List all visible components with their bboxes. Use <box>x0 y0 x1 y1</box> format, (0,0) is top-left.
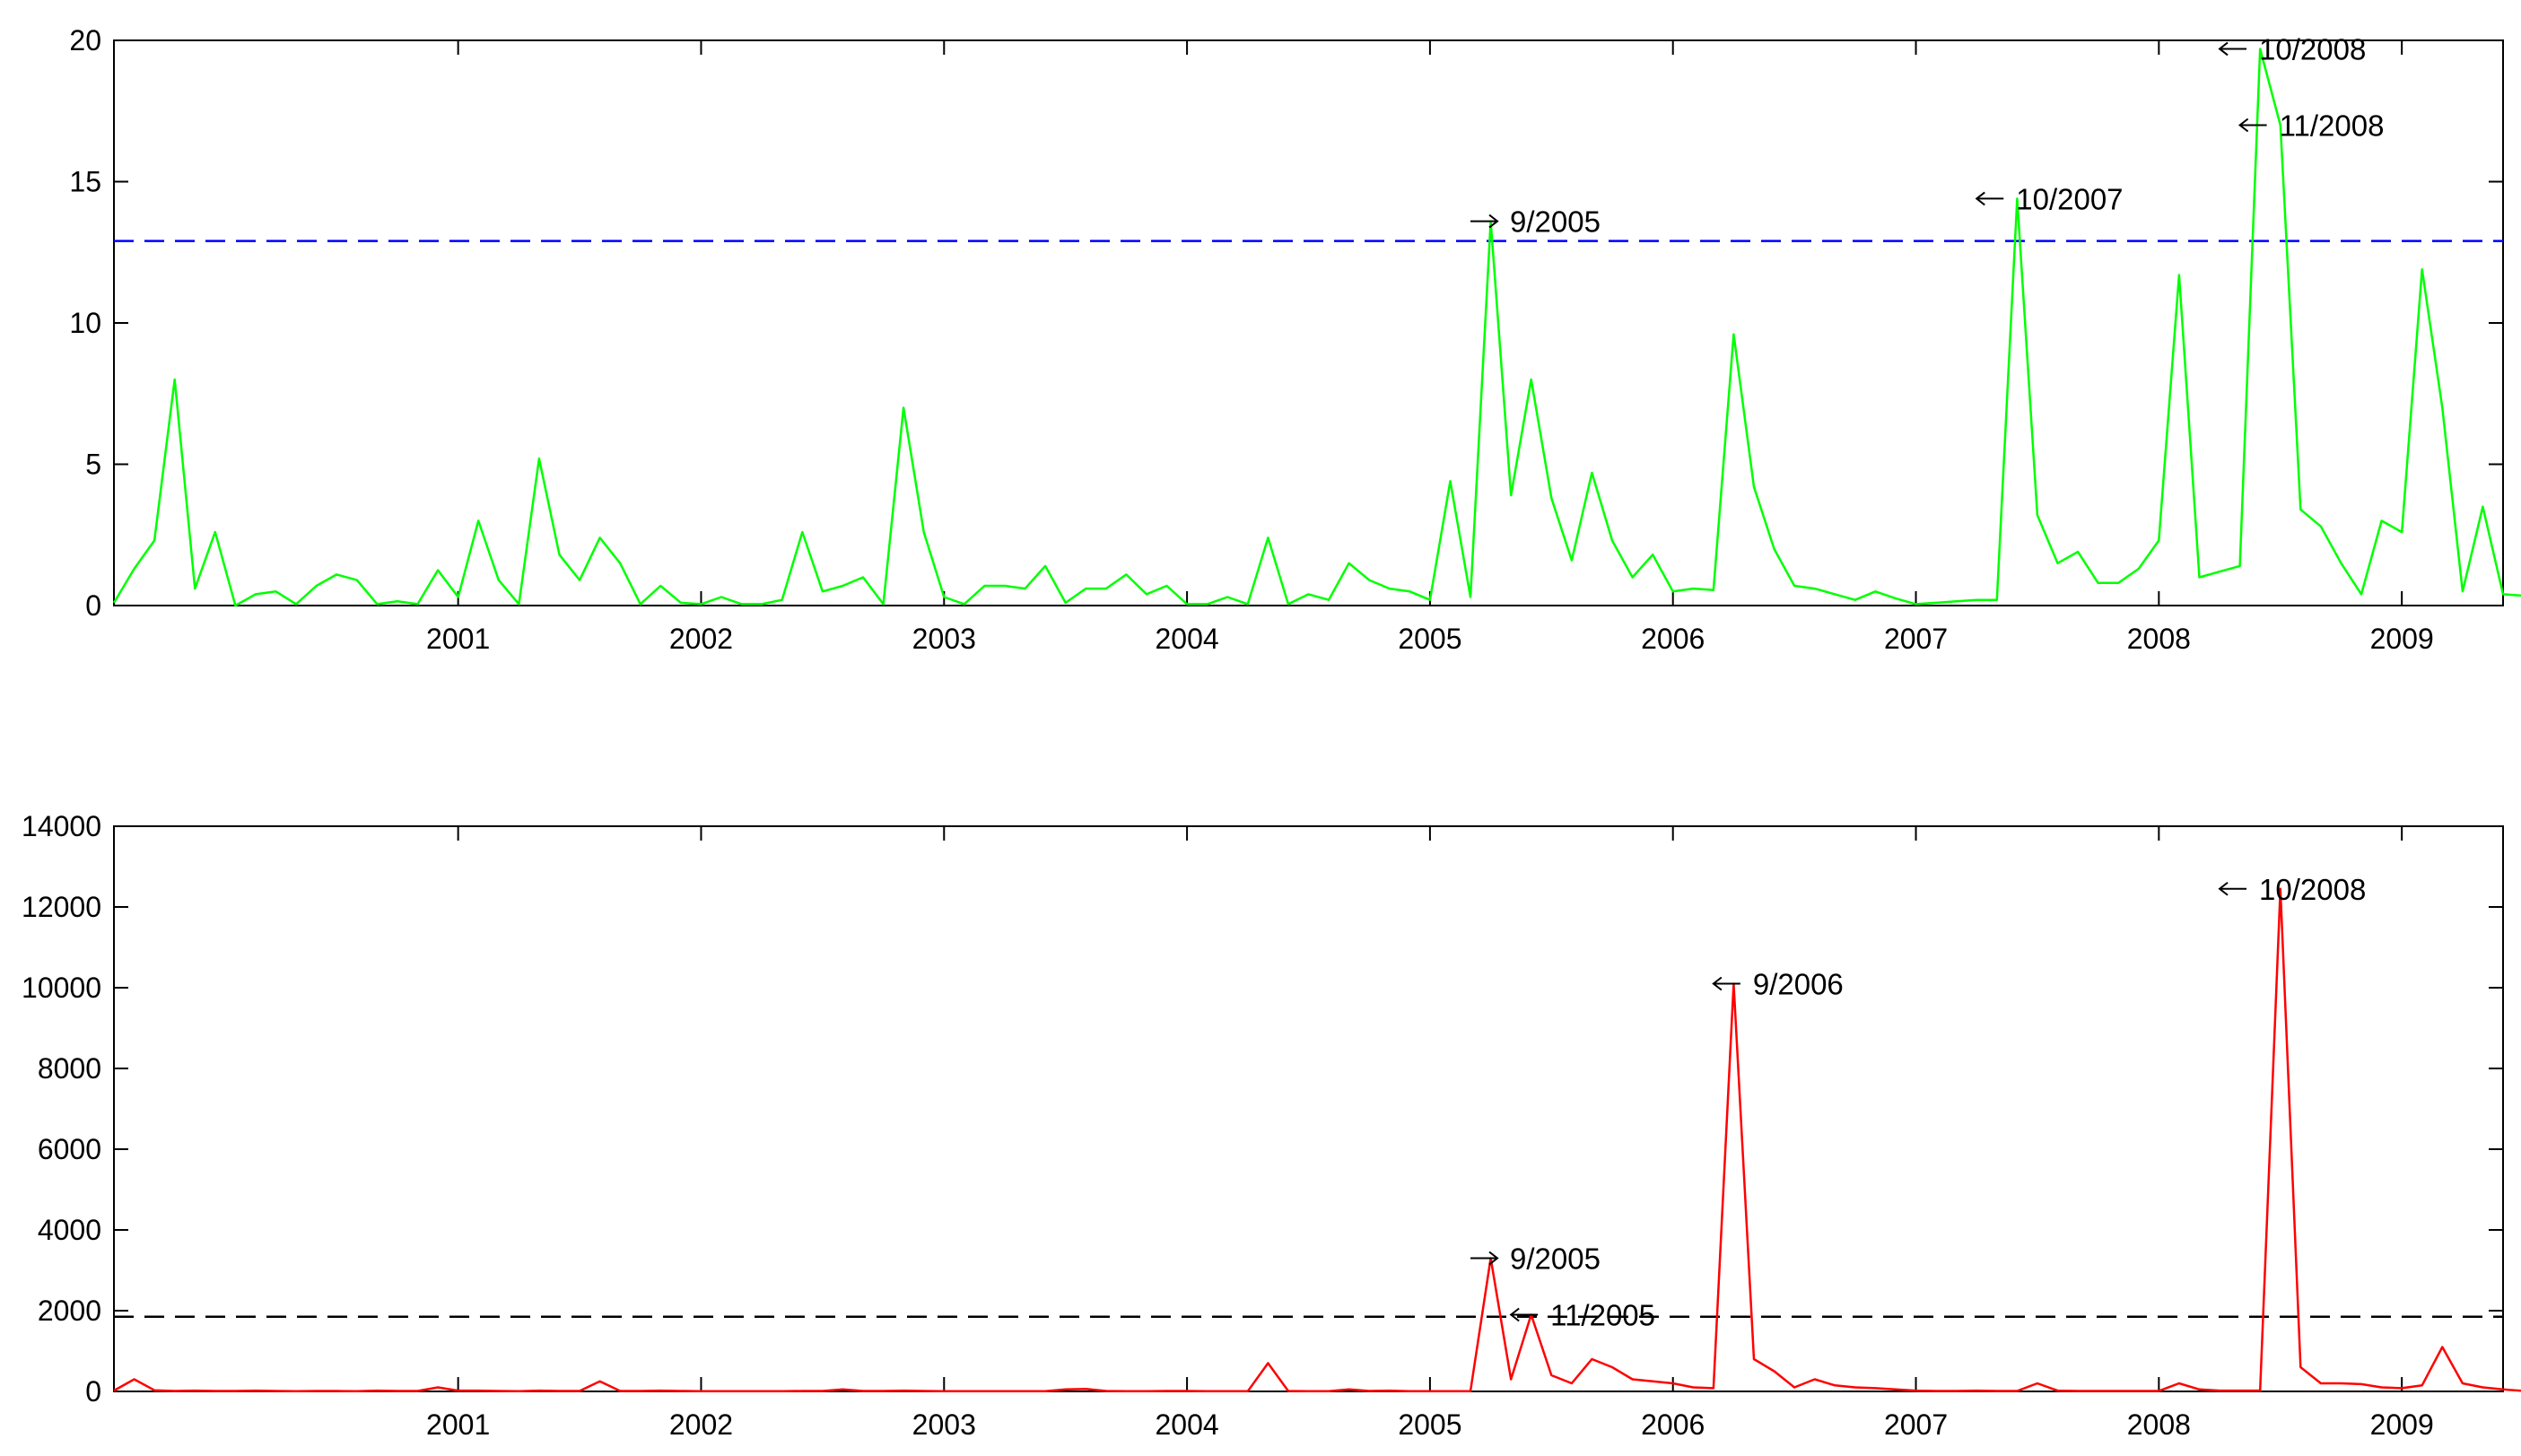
annotation-label: 9/2005 <box>1510 1242 1601 1276</box>
x-tick-label: 2004 <box>1155 1408 1218 1441</box>
annotation-arrowhead <box>1488 1251 1499 1266</box>
y-tick-label: 20 <box>69 24 101 57</box>
x-tick-label: 2002 <box>669 623 733 655</box>
y-tick-label: 6000 <box>38 1133 101 1165</box>
x-tick-label: 2005 <box>1398 623 1461 655</box>
x-tick-label: 2009 <box>2370 623 2434 655</box>
y-tick-label: 8000 <box>38 1052 101 1085</box>
x-tick-label: 2007 <box>1884 1408 1948 1441</box>
x-tick-label: 2002 <box>669 1408 733 1441</box>
annotation-arrowhead <box>2218 881 2229 896</box>
x-tick-label: 2006 <box>1641 1408 1705 1441</box>
annotation-label: 11/2008 <box>2280 109 2385 143</box>
x-tick-label: 2001 <box>426 623 490 655</box>
y-tick-label: 5 <box>85 449 101 481</box>
annotation-arrowhead <box>1712 976 1723 991</box>
y-tick-label: 2000 <box>38 1295 101 1327</box>
y-tick-label: 10000 <box>22 972 101 1004</box>
x-tick-label: 2008 <box>2127 623 2191 655</box>
axes-box <box>113 39 2504 606</box>
x-tick-label: 2004 <box>1155 623 1218 655</box>
annotation-arrowhead <box>1509 1307 1520 1322</box>
annotation-label: 9/2005 <box>1510 205 1601 239</box>
y-tick-label: 12000 <box>22 891 101 923</box>
annotation-label: 9/2006 <box>1753 968 1844 1001</box>
annotation-arrowhead <box>1488 214 1499 229</box>
annotation-arrowhead <box>2218 41 2229 57</box>
annotation-label: 10/2008 <box>2259 873 2366 906</box>
y-tick-label: 14000 <box>22 810 101 842</box>
x-tick-label: 2007 <box>1884 623 1948 655</box>
annotation-label: 11/2005 <box>1550 1299 1655 1332</box>
x-tick-label: 2009 <box>2370 1408 2434 1441</box>
x-tick-label: 2005 <box>1398 1408 1461 1441</box>
top-chart: 0 5 10 15 20 2001 2002 2003 2004 2005 2006 2007 2008… <box>69 24 2521 655</box>
axes-box <box>113 825 2504 1392</box>
y-tick-label: 0 <box>85 1375 101 1408</box>
x-tick-label: 2003 <box>912 1408 976 1441</box>
x-tick-label: 2008 <box>2127 1408 2191 1441</box>
x-tick-label: 2003 <box>912 623 976 655</box>
x-tick-label: 2001 <box>426 1408 490 1441</box>
annotation-label: 10/2007 <box>2016 182 2123 215</box>
annotation-arrowhead <box>2237 118 2249 133</box>
y-tick-label: 10 <box>69 307 101 339</box>
series-line <box>112 48 2521 607</box>
y-tick-label: 0 <box>85 589 101 622</box>
series-line <box>113 887 2521 1393</box>
annotation-arrowhead <box>1975 191 1985 206</box>
x-tick-label: 2006 <box>1641 623 1705 655</box>
y-tick-label: 15 <box>69 166 101 198</box>
y-tick-label: 4000 <box>38 1214 101 1246</box>
annotation-label: 10/2008 <box>2259 32 2366 65</box>
bottom-chart: 0 2000 4000 6000 8000 10000 12000 14000 2001 2002… <box>22 810 2521 1441</box>
